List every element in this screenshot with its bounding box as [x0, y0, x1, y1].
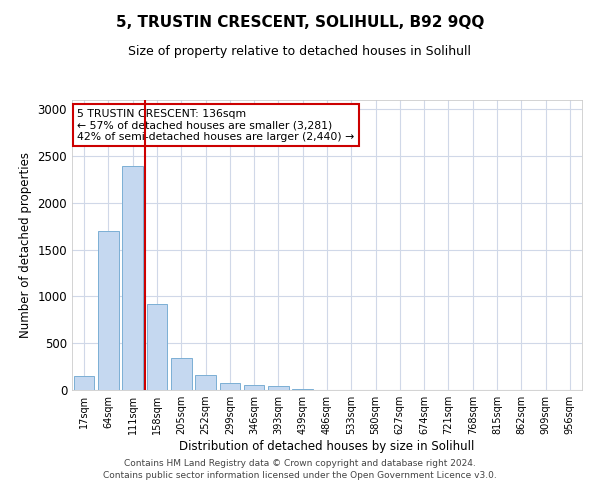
Text: Contains HM Land Registry data © Crown copyright and database right 2024.
Contai: Contains HM Land Registry data © Crown c…: [103, 458, 497, 480]
Bar: [244, 386, 265, 390]
Bar: [171, 358, 191, 390]
Bar: [292, 388, 313, 390]
Bar: [146, 304, 167, 390]
X-axis label: Distribution of detached houses by size in Solihull: Distribution of detached houses by size …: [179, 440, 475, 453]
Bar: [98, 231, 119, 390]
Text: 5, TRUSTIN CRESCENT, SOLIHULL, B92 9QQ: 5, TRUSTIN CRESCENT, SOLIHULL, B92 9QQ: [116, 15, 484, 30]
Y-axis label: Number of detached properties: Number of detached properties: [19, 152, 32, 338]
Bar: [268, 386, 289, 390]
Bar: [122, 166, 143, 390]
Text: 5 TRUSTIN CRESCENT: 136sqm
← 57% of detached houses are smaller (3,281)
42% of s: 5 TRUSTIN CRESCENT: 136sqm ← 57% of deta…: [77, 108, 355, 142]
Text: Size of property relative to detached houses in Solihull: Size of property relative to detached ho…: [128, 45, 472, 58]
Bar: [220, 382, 240, 390]
Bar: [195, 375, 216, 390]
Bar: [74, 376, 94, 390]
